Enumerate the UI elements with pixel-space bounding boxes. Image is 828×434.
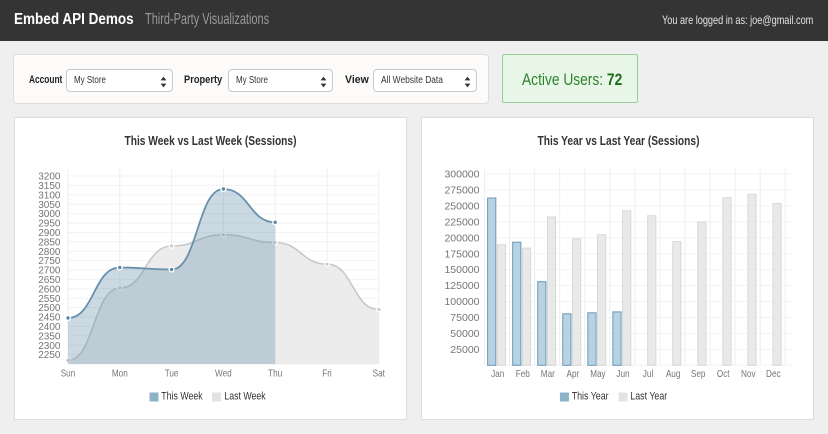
svg-text:May: May <box>590 368 606 380</box>
svg-text:Sat: Sat <box>373 368 385 380</box>
svg-text:Last Week: Last Week <box>224 391 266 403</box>
svg-text:Jan: Jan <box>491 368 504 380</box>
svg-text:3100: 3100 <box>38 190 61 201</box>
svg-text:Wed: Wed <box>215 368 232 380</box>
svg-text:2600: 2600 <box>38 284 61 295</box>
svg-text:250000: 250000 <box>444 200 479 212</box>
svg-text:Oct: Oct <box>717 368 730 380</box>
svg-text:2300: 2300 <box>38 341 61 352</box>
svg-text:3050: 3050 <box>38 200 61 211</box>
svg-text:Fri: Fri <box>322 368 332 380</box>
svg-text:Tue: Tue <box>165 368 179 380</box>
svg-text:100000: 100000 <box>444 296 479 308</box>
svg-text:Dec: Dec <box>766 368 781 380</box>
svg-text:Thu: Thu <box>268 368 282 380</box>
svg-text:This Year vs Last Year (Sessio: This Year vs Last Year (Sessions) <box>538 134 700 148</box>
svg-text:Mon: Mon <box>112 368 128 380</box>
svg-text:Jun: Jun <box>616 368 629 380</box>
svg-text:Aug: Aug <box>666 368 681 380</box>
svg-text:Apr: Apr <box>567 368 580 380</box>
svg-text:3200: 3200 <box>38 172 61 183</box>
svg-text:2350: 2350 <box>38 331 61 342</box>
svg-text:This Week: This Week <box>161 391 203 403</box>
svg-text:175000: 175000 <box>444 248 479 260</box>
svg-text:2950: 2950 <box>38 219 61 230</box>
svg-text:125000: 125000 <box>444 280 479 292</box>
svg-text:200000: 200000 <box>444 232 479 244</box>
svg-text:Sun: Sun <box>61 368 76 380</box>
svg-text:Mar: Mar <box>541 368 555 380</box>
svg-text:2250: 2250 <box>38 350 61 361</box>
svg-text:3000: 3000 <box>38 209 61 220</box>
svg-text:50000: 50000 <box>450 328 479 340</box>
svg-text:225000: 225000 <box>444 216 479 228</box>
svg-text:2900: 2900 <box>38 228 61 239</box>
svg-text:2750: 2750 <box>38 256 61 267</box>
svg-text:2650: 2650 <box>38 275 61 286</box>
svg-text:Nov: Nov <box>741 368 756 380</box>
svg-text:2400: 2400 <box>38 322 61 333</box>
svg-text:75000: 75000 <box>450 312 479 324</box>
svg-text:2550: 2550 <box>38 294 61 305</box>
svg-text:Sep: Sep <box>691 368 706 380</box>
svg-text:150000: 150000 <box>444 264 479 276</box>
svg-text:Feb: Feb <box>516 368 530 380</box>
svg-text:Last Year: Last Year <box>630 391 667 403</box>
svg-text:3150: 3150 <box>38 181 61 192</box>
svg-text:This Year: This Year <box>572 391 609 403</box>
svg-text:2700: 2700 <box>38 266 61 277</box>
svg-text:2500: 2500 <box>38 303 61 314</box>
svg-text:This Week vs Last Week (Sessio: This Week vs Last Week (Sessions) <box>125 134 297 148</box>
svg-text:300000: 300000 <box>444 169 479 181</box>
svg-text:Jul: Jul <box>643 368 654 380</box>
svg-text:2800: 2800 <box>38 247 61 258</box>
svg-text:2850: 2850 <box>38 237 61 248</box>
svg-text:25000: 25000 <box>450 344 479 356</box>
svg-text:2450: 2450 <box>38 313 61 324</box>
svg-text:275000: 275000 <box>444 184 479 196</box>
